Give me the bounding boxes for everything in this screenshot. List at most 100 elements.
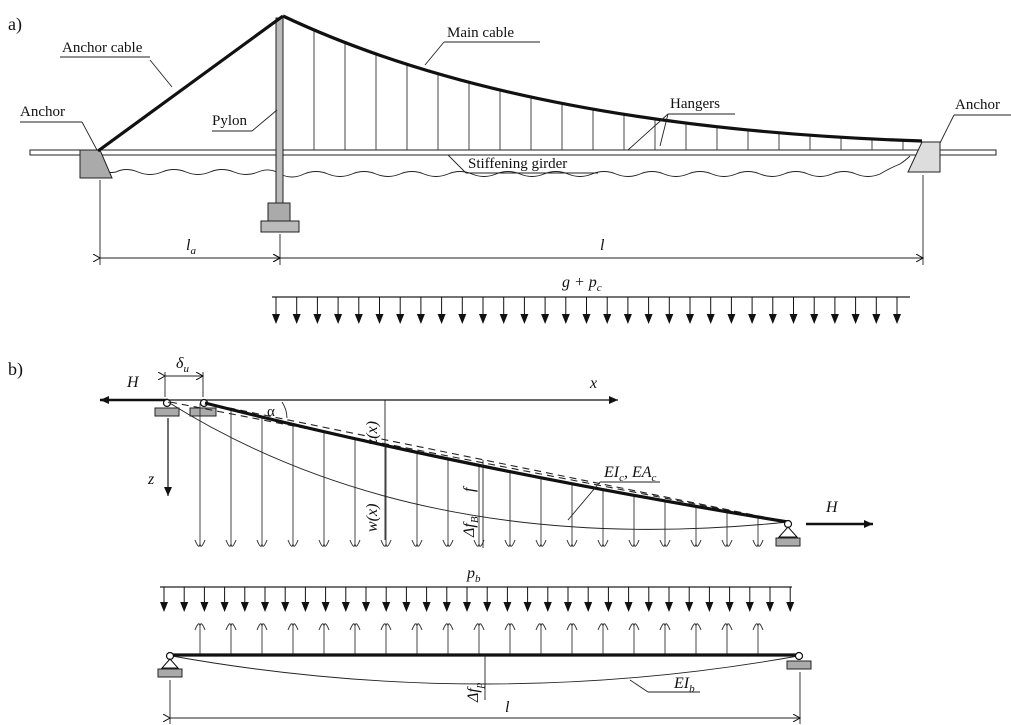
load-arrowhead bbox=[644, 314, 653, 324]
support-right bbox=[775, 537, 801, 547]
support-left bbox=[154, 407, 180, 417]
load-arrowhead bbox=[520, 314, 529, 324]
EIb-label: EIb bbox=[673, 675, 695, 695]
pb-arrowhead bbox=[442, 602, 451, 612]
anchor-cable-label: Anchor cable bbox=[62, 40, 143, 56]
delta-f-label: ΔfB bbox=[461, 516, 481, 538]
load-arrowhead bbox=[768, 314, 777, 324]
pb-arrowhead bbox=[665, 602, 673, 612]
load-arrowhead bbox=[665, 314, 674, 324]
pb-arrowhead bbox=[503, 602, 512, 612]
dim-la-label: la bbox=[186, 237, 196, 257]
hanger-hook bbox=[225, 539, 237, 547]
load-arrowhead bbox=[458, 314, 467, 324]
pb-label: pb bbox=[466, 565, 481, 585]
load-arrowhead bbox=[354, 314, 363, 324]
load-arrowhead bbox=[499, 314, 508, 324]
H-right-label: H bbox=[825, 499, 839, 516]
anchor-left-label: Anchor bbox=[20, 104, 65, 120]
pb-arrowhead bbox=[523, 602, 532, 612]
anchor-right-block bbox=[907, 141, 941, 173]
cable-props-label: EIc, EAc bbox=[603, 464, 657, 484]
load-arrowhead bbox=[313, 314, 322, 324]
hanger-hook bbox=[411, 539, 423, 547]
pb-arrowhead bbox=[786, 602, 795, 612]
panel-b-tag: b) bbox=[8, 359, 23, 380]
anchor-cable bbox=[97, 14, 284, 153]
stiffening-girder bbox=[29, 149, 997, 156]
stiffening-girder-label: Stiffening girder bbox=[468, 156, 567, 172]
dim-l-label: l bbox=[600, 237, 605, 254]
beam-support-right bbox=[786, 660, 812, 670]
panel-a-tag: a) bbox=[8, 14, 22, 35]
pb-arrowhead bbox=[543, 602, 552, 612]
load-arrowhead bbox=[272, 314, 280, 324]
anchor-cable-leader bbox=[149, 59, 173, 88]
pylon-label: Pylon bbox=[212, 113, 248, 129]
load-arrowhead bbox=[437, 314, 446, 324]
pb-arrowhead bbox=[604, 602, 613, 612]
cable-initial bbox=[167, 401, 789, 530]
anchor-right-label: Anchor bbox=[955, 97, 1000, 113]
load-arrowhead bbox=[396, 314, 405, 324]
pb-arrowhead bbox=[644, 602, 653, 612]
hanger-hook bbox=[721, 539, 733, 547]
load-arrowhead bbox=[561, 314, 570, 324]
hanger-hook bbox=[535, 539, 547, 547]
dim-b-l-label: l bbox=[505, 699, 510, 716]
pb-arrowhead bbox=[220, 602, 229, 612]
pb-arrowhead bbox=[483, 602, 492, 612]
alpha-arc bbox=[281, 401, 288, 419]
hanger-hook bbox=[597, 539, 609, 547]
support-shifted bbox=[189, 407, 217, 417]
pb-arrowhead bbox=[725, 602, 734, 612]
hanger-hook bbox=[504, 539, 516, 547]
hanger-hook bbox=[380, 539, 392, 547]
support-right-triangle bbox=[777, 526, 799, 538]
chord-dashed-shifted bbox=[204, 402, 789, 523]
pb-arrowhead bbox=[200, 602, 209, 612]
load-arrowhead bbox=[479, 314, 487, 324]
load-arrowhead bbox=[748, 314, 757, 324]
cable-props-leader bbox=[567, 481, 601, 521]
hangers-leader-1 bbox=[627, 113, 669, 151]
hanger-hook bbox=[690, 539, 702, 547]
panel-b: b) H x δu z α z(x) w(x) bbox=[8, 355, 873, 724]
load-arrowhead bbox=[686, 314, 694, 324]
hanger-hook bbox=[566, 539, 578, 547]
EIb-leader bbox=[629, 679, 649, 693]
hanger-hook bbox=[256, 539, 268, 547]
hanger-hook bbox=[349, 539, 361, 547]
pb-arrowhead bbox=[422, 602, 431, 612]
hanger-hook bbox=[628, 539, 640, 547]
load-arrowhead bbox=[375, 314, 384, 324]
pb-arrowhead bbox=[180, 602, 189, 612]
pb-arrowhead bbox=[564, 602, 572, 612]
load-arrowhead bbox=[830, 314, 839, 324]
load-arrowhead bbox=[603, 314, 612, 324]
pb-arrowhead bbox=[584, 602, 593, 612]
load-label: g + pc bbox=[562, 274, 602, 294]
support-left-pin bbox=[162, 398, 172, 408]
pb-arrowhead bbox=[321, 602, 330, 612]
beam-support-left-triangle bbox=[160, 658, 180, 669]
hanger-hook bbox=[318, 539, 330, 547]
pb-arrowhead bbox=[382, 602, 391, 612]
hangers-leader-2 bbox=[659, 113, 669, 147]
delta-u-label: δu bbox=[176, 355, 189, 375]
anchor-right-leader bbox=[939, 114, 955, 144]
load-arrowhead bbox=[292, 314, 301, 324]
alpha-label: α bbox=[267, 404, 275, 420]
main-cable-label: Main cable bbox=[447, 25, 514, 41]
pb-arrowhead bbox=[685, 602, 694, 612]
hanger-hook bbox=[442, 539, 454, 547]
wx-label: w(x) bbox=[364, 504, 381, 532]
panel-a: a) Anchor cable Anc bbox=[8, 14, 1011, 324]
pb-arrowhead bbox=[766, 602, 774, 612]
hanger-hook bbox=[194, 539, 206, 547]
main-cable-leader bbox=[424, 41, 445, 66]
hanger-hook bbox=[659, 539, 671, 547]
hanger-hook bbox=[473, 539, 485, 547]
beam-hanger-hooks bbox=[194, 623, 764, 655]
f-label: f bbox=[461, 485, 478, 492]
